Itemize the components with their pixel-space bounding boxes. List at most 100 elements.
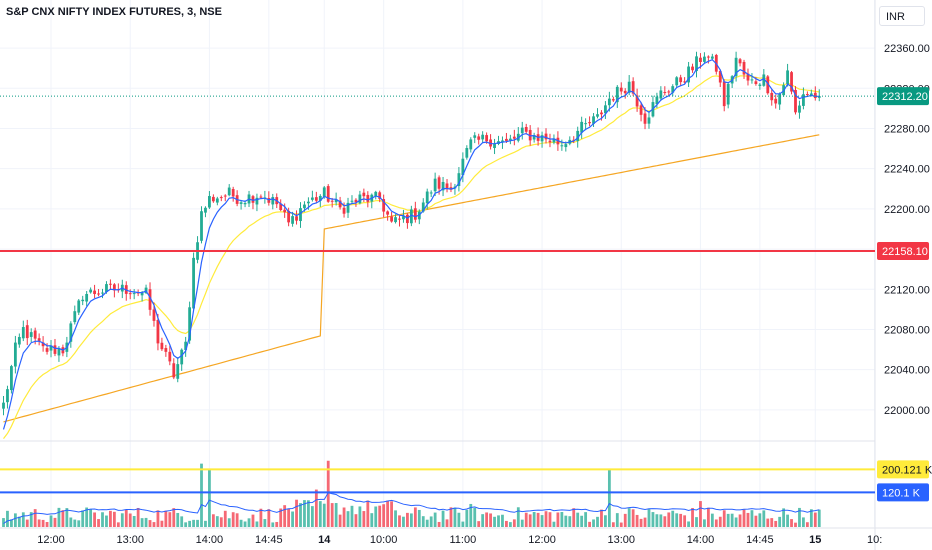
candle-body <box>473 135 477 138</box>
volume-bar <box>283 505 287 527</box>
candle-body <box>501 140 504 142</box>
volume-bar <box>49 515 53 527</box>
volume-bar <box>124 509 128 527</box>
candle-body <box>128 293 132 295</box>
volume-bar <box>243 521 247 527</box>
volume-bar <box>358 506 362 527</box>
candle-body <box>540 135 544 142</box>
x-tick-label: 14:45 <box>255 534 283 546</box>
candle-body <box>338 200 342 208</box>
candle-body <box>635 95 639 107</box>
volume-bar <box>17 516 21 527</box>
volume-bar <box>338 514 342 527</box>
volume-bar <box>386 500 390 527</box>
volume-bar <box>607 469 611 527</box>
y-tick-label: 22240.00 <box>884 164 930 176</box>
volume-bar <box>651 512 655 527</box>
volume-bar <box>532 512 536 527</box>
volume-bar <box>318 501 322 527</box>
candle-body <box>798 105 801 113</box>
candle-body <box>295 216 298 221</box>
x-tick-label: 14:45 <box>746 534 774 546</box>
candle-body <box>223 195 227 197</box>
candle-body <box>37 338 41 341</box>
candle-body <box>231 189 235 197</box>
candle-body <box>291 216 294 224</box>
volume-bar <box>675 513 679 527</box>
candle-body <box>675 77 679 86</box>
candle-body <box>156 319 160 344</box>
candle-body <box>544 133 548 140</box>
volume-bar <box>691 508 694 527</box>
volume-bar <box>722 510 726 527</box>
candle-body <box>754 81 758 84</box>
x-tick-label: 12:00 <box>37 534 65 546</box>
candle-body <box>425 191 429 204</box>
volume-bar <box>805 522 809 527</box>
candle-body <box>659 90 663 99</box>
ema-slow-line <box>3 75 820 439</box>
candle-body <box>57 348 61 356</box>
candle-body <box>703 56 706 62</box>
volume-bar <box>307 500 310 527</box>
volume-bar <box>29 512 33 527</box>
y-tick-label: 22080.00 <box>884 324 930 336</box>
price-axis[interactable]: 22360.0022320.0022280.0022240.0022200.00… <box>877 43 932 502</box>
volume-bar <box>37 519 41 527</box>
volume-bar <box>239 519 243 527</box>
volume-bar <box>667 512 671 527</box>
overlays <box>0 95 875 494</box>
volume-bar <box>21 512 25 527</box>
candle-body <box>615 86 619 103</box>
volume-bar <box>2 518 5 527</box>
volume-bar <box>263 519 267 527</box>
volume-bar <box>600 509 603 527</box>
volume-bar <box>275 521 279 527</box>
candle-body <box>192 257 195 309</box>
volume-bar <box>635 514 639 527</box>
volume-bar <box>81 510 85 527</box>
candle-body <box>176 364 180 379</box>
volume-bar <box>758 513 762 527</box>
candle-body <box>691 66 694 71</box>
volume-bar <box>710 513 714 527</box>
candle-body <box>619 87 623 92</box>
candle-body <box>485 135 489 142</box>
candle-body <box>726 83 730 105</box>
candle-body <box>140 292 144 296</box>
y-tick-label: 22000.00 <box>884 405 930 417</box>
candle-body <box>437 177 441 189</box>
time-axis[interactable]: 12:00 13:00 14:00 14:45 14 10:00 11:00 12:00 13:… <box>37 534 882 546</box>
candle-body <box>631 81 635 94</box>
volume-bar <box>457 512 461 527</box>
volume-bar <box>592 519 595 527</box>
volume-bar <box>73 519 77 527</box>
volume-bar <box>584 512 588 527</box>
x-tick-label: 12:00 <box>528 534 556 546</box>
x-tick-label: 10:00 <box>370 534 398 546</box>
candle-body <box>512 136 516 139</box>
candle-body <box>200 211 203 241</box>
candle-body <box>358 194 362 204</box>
candle-body <box>49 345 53 351</box>
volume-bar <box>13 513 17 527</box>
candle-body <box>204 207 207 213</box>
candle-body <box>817 96 821 98</box>
volume-bar <box>402 516 405 527</box>
currency-button[interactable]: INR <box>879 6 925 26</box>
volume-bar <box>398 515 401 527</box>
volume-bar <box>168 512 172 527</box>
candle-body <box>287 210 291 223</box>
volume-lower-tag <box>877 483 929 502</box>
volume-bar <box>552 521 556 527</box>
candle-body <box>152 309 156 321</box>
candle-body <box>267 198 271 203</box>
volume-bar <box>350 505 354 527</box>
volume-bar <box>627 508 631 527</box>
volume-bar <box>366 500 370 527</box>
volume-bar <box>429 516 433 527</box>
volume-bar <box>330 503 334 527</box>
volume-bar <box>501 514 504 527</box>
last-price-label: 22312.20 <box>882 91 928 103</box>
